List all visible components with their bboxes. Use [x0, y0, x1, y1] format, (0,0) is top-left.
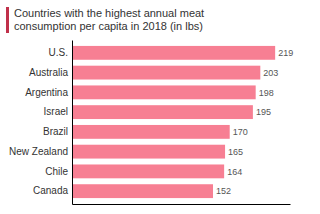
y-tick: Australia [29, 67, 72, 78]
y-tick: Chile [45, 166, 72, 177]
y-tick-label: Argentina [25, 87, 68, 98]
bar [72, 66, 260, 80]
bar [72, 85, 256, 99]
y-tick-label: Chile [45, 166, 68, 177]
y-tick-label: Canada [33, 185, 68, 196]
y-tick-label: U.S. [49, 47, 68, 58]
data-label: 198 [259, 88, 274, 98]
y-tick-label: Brazil [43, 126, 68, 137]
title: Countries with the highest annual meat [14, 7, 204, 19]
plot: 219203 198 195 170 165 164 152 U.S. Australia Arg… [9, 41, 293, 205]
y-tick: Israel [44, 106, 72, 117]
data-label: 170 [233, 127, 248, 137]
chart: Countries with the highest annual meatco… [0, 0, 320, 214]
y-tick-label: Australia [29, 67, 68, 78]
bars [72, 46, 275, 198]
data-label: 164 [227, 167, 242, 177]
bar [72, 46, 275, 60]
y-tick: Argentina [25, 87, 72, 98]
data-labels: 219203 198 195 170 165 164 152 [216, 48, 293, 196]
y-tick: Brazil [43, 126, 72, 137]
title: consumption per capita in 2018 (in lbs) [14, 20, 203, 32]
y-axis-line [72, 41, 73, 205]
bar [72, 184, 213, 198]
data-label: 152 [216, 186, 231, 196]
bar [72, 164, 224, 178]
y-tick: Canada [33, 185, 72, 196]
bar [72, 125, 230, 139]
x-axis [73, 204, 291, 205]
data-label: 165 [228, 147, 243, 157]
data-label: 195 [256, 107, 271, 117]
bar [72, 105, 253, 119]
data-label: 219 [278, 48, 293, 58]
title-accent [6, 7, 9, 33]
data-label: 203 [263, 68, 278, 78]
y-axis: U.S. Australia Argentina Israel Brazil New Ze… [9, 41, 72, 205]
x-axis-line [73, 204, 291, 205]
y-tick-label: Israel [44, 106, 68, 117]
bar [72, 145, 225, 159]
y-tick-label: New Zealand [9, 146, 68, 157]
y-tick: New Zealand [9, 146, 72, 157]
y-tick: U.S. [49, 47, 72, 58]
